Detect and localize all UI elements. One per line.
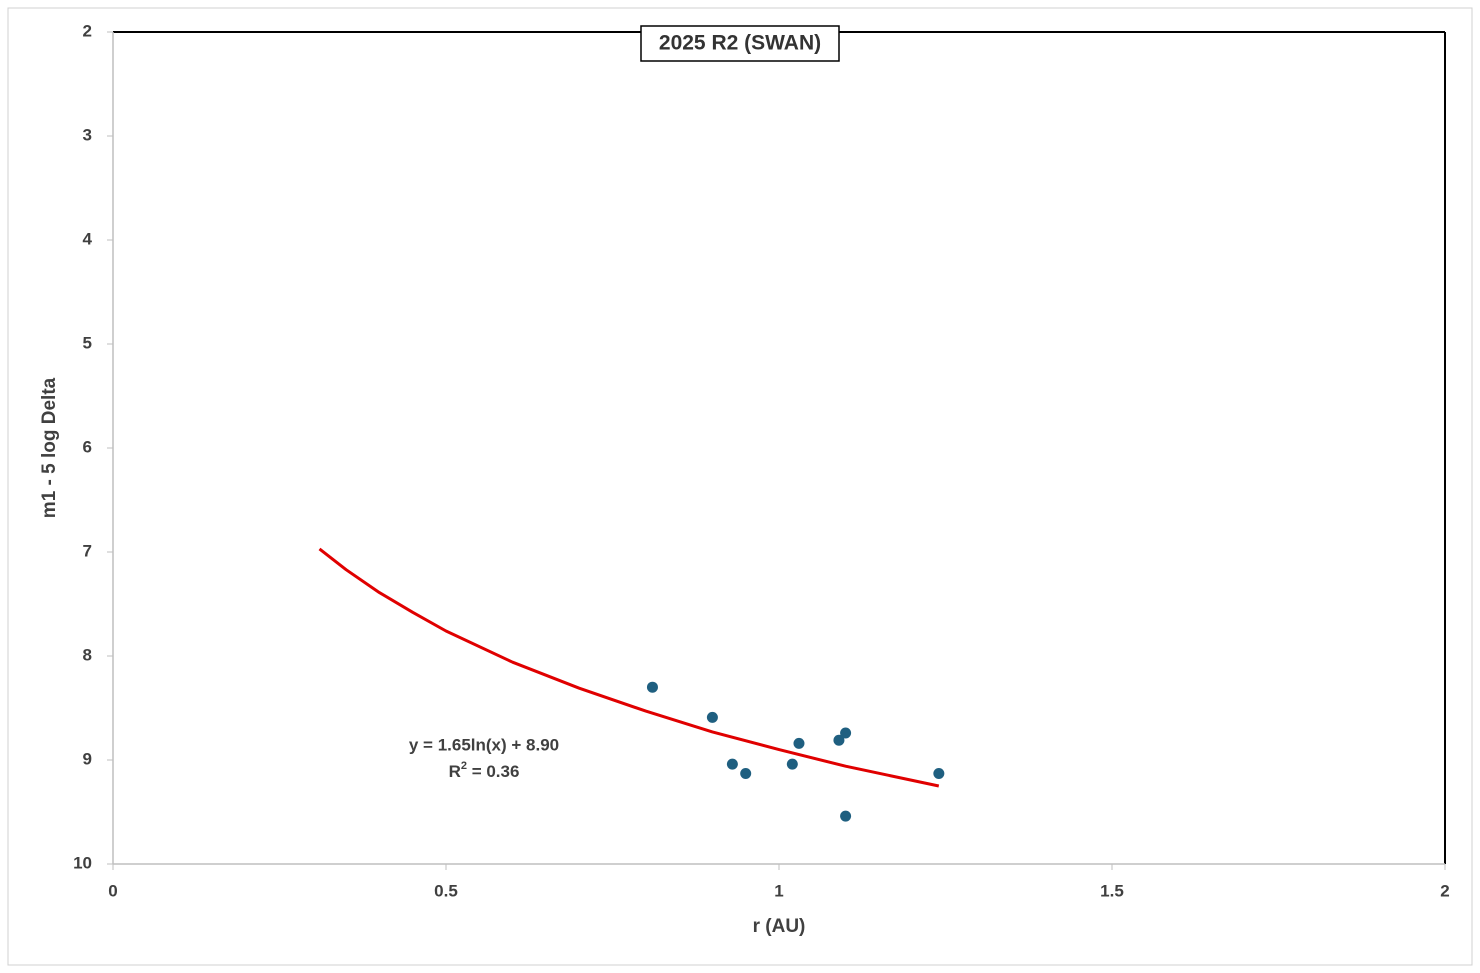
- y-tick-label: 8: [83, 645, 92, 664]
- y-tick-label: 5: [83, 333, 92, 352]
- y-tick-label: 7: [83, 541, 92, 560]
- y-tick-label: 6: [83, 437, 92, 456]
- data-point: [933, 768, 945, 780]
- r-squared-base: R: [449, 762, 461, 781]
- x-tick-label: 1.5: [1100, 881, 1124, 900]
- y-tick-label: 9: [83, 749, 92, 768]
- data-point: [706, 711, 718, 723]
- y-axis-label: m1 - 5 log Delta: [39, 377, 60, 518]
- data-point: [646, 681, 658, 693]
- r-squared: R2 = 0.36: [449, 760, 520, 782]
- x-tick-label: 0.5: [434, 881, 458, 900]
- trendline-equation: y = 1.65ln(x) + 8.90: [409, 735, 559, 754]
- data-point: [740, 768, 752, 780]
- chart-title: 2025 R2 (SWAN): [659, 32, 821, 55]
- y-tick-label: 2: [83, 21, 92, 40]
- data-point: [840, 810, 852, 822]
- data-point: [833, 734, 845, 746]
- trendline: [318, 547, 940, 788]
- y-tick-label: 3: [83, 125, 92, 144]
- data-point: [786, 758, 798, 770]
- data-point: [840, 727, 852, 739]
- r-squared-sup: 2: [461, 760, 467, 772]
- r-squared-value: = 0.36: [467, 762, 519, 781]
- y-tick-label: 4: [83, 229, 93, 248]
- title-box: [640, 25, 840, 62]
- x-tick-label: 2: [1440, 881, 1449, 900]
- x-axis-label: r (AU): [753, 916, 806, 937]
- data-point: [726, 758, 738, 770]
- x-tick-label: 1: [774, 881, 783, 900]
- chart-border: [7, 7, 1473, 966]
- x-tick-label: 0: [108, 881, 117, 900]
- y-tick-label: 10: [73, 853, 92, 872]
- data-point: [793, 737, 805, 749]
